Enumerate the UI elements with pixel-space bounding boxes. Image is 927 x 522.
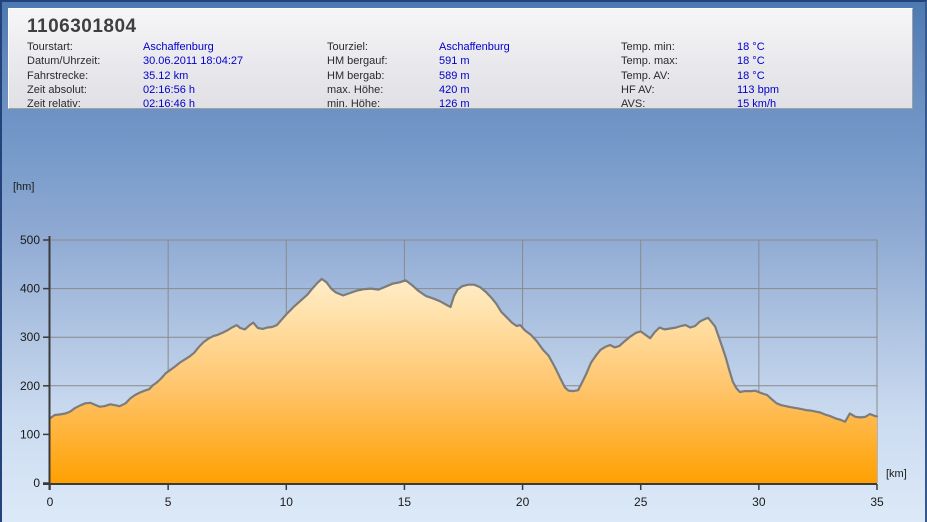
info-label: Datum/Uhrzeit: [27,55,101,68]
y-tick-label: 300 [20,330,40,344]
info-column-sensors: Temp. min: 18 °C Temp. max: 18 °C Temp. AV… [621,40,779,111]
info-label: Zeit relativ: [27,98,81,111]
y-axis-unit-label: [hm] [13,181,35,193]
info-label: Tourziel: [327,41,368,53]
info-label: Temp. min: [621,41,675,53]
info-row: Fahrstrecke: 35.12 km [27,69,243,83]
x-tick-label: 25 [634,495,648,509]
info-column-tour: Tourstart: Aschaffenburg Datum/Uhrzeit: 30… [27,40,243,111]
x-axis-unit-label: [km] [886,468,907,480]
info-row: Tourstart: Aschaffenburg [27,40,243,54]
info-value: 02:16:46 h [143,98,195,111]
info-label: Temp. AV: [621,69,670,82]
info-value: 420 m [439,83,470,96]
x-tick-label: 35 [870,495,884,509]
info-value: Aschaffenburg [439,41,510,53]
elevation-area [50,278,877,484]
info-value: 02:16:56 h [143,83,195,96]
elevation-line [48,277,879,423]
info-value: 30.06.2011 18:04:27 [143,55,244,68]
info-label: Zeit absolut: [27,83,87,96]
info-label: HF AV: [621,83,655,96]
info-value: 35.12 km [143,69,189,82]
y-tick-label: 200 [20,379,40,393]
y-tick-label: 400 [20,282,40,296]
info-row: AVS: 15 km/h [621,97,779,111]
info-label: HM bergab: [327,69,385,82]
info-row: Tourziel: Aschaffenburg [327,40,510,54]
info-row: HM bergab: 589 m [327,69,510,83]
info-label: Temp. max: [621,55,678,68]
info-value: 15 km/h [737,98,777,111]
info-label: Tourstart: [27,41,73,53]
info-column-elevation: Tourziel: Aschaffenburg HM bergauf: 591 m … [327,40,510,111]
x-tick-label: 15 [398,495,412,509]
info-label: AVS: [621,98,646,111]
info-row: HM bergauf: 591 m [327,54,510,68]
y-tick-label: 500 [20,233,40,247]
info-value: Aschaffenburg [143,41,214,53]
info-row: min. Höhe: 126 m [327,97,510,111]
info-row: Temp. AV: 18 °C [621,69,779,83]
tour-id-title: 1106301804 [27,16,137,37]
info-value: 589 m [439,69,470,82]
x-tick-label: 0 [47,495,54,509]
info-value: 113 bpm [737,83,779,96]
x-tick-label: 5 [165,495,172,509]
info-value: 18 °C [737,69,765,82]
info-value: 18 °C [737,41,765,53]
info-value: 126 m [439,98,470,111]
x-tick-label: 30 [752,495,766,509]
info-row: Zeit relativ: 02:16:46 h [27,97,243,111]
header-panel: 1106301804 Tourstart: Aschaffenburg Datum… [8,8,913,111]
info-value: 591 m [439,55,470,68]
x-tick-label: 20 [516,495,530,509]
info-row: Zeit absolut: 02:16:56 h [27,83,243,97]
y-tick-label: 100 [20,427,40,441]
info-row: HF AV: 113 bpm [621,83,779,97]
x-tick-label: 10 [280,495,294,509]
info-row: max. Höhe: 420 m [327,83,510,97]
info-row: Temp. max: 18 °C [621,54,779,68]
info-label: Fahrstrecke: [27,69,89,82]
info-row: Datum/Uhrzeit: 30.06.2011 18:04:27 [27,54,243,68]
y-tick-label: 0 [33,476,40,490]
info-value: 18 °C [737,55,765,68]
info-label: min. Höhe: [327,98,381,111]
info-label: HM bergauf: [327,55,388,68]
info-label: max. Höhe: [327,83,384,96]
info-row: Temp. min: 18 °C [621,40,779,54]
